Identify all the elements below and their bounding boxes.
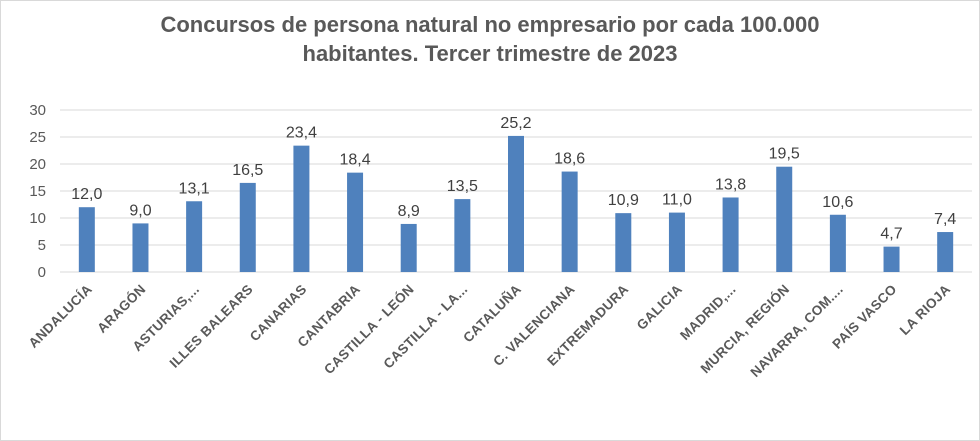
chart-title-line-1: Concursos de persona natural no empresar… <box>160 12 820 37</box>
chart-title-line-2: habitantes. Tercer trimestre de 2023 <box>302 41 678 66</box>
data-label: 9,0 <box>129 202 151 219</box>
data-label: 16,5 <box>232 162 263 179</box>
bar <box>937 232 954 272</box>
data-label: 10,9 <box>608 192 639 209</box>
y-tick-label: 5 <box>38 237 46 254</box>
bar <box>829 214 846 272</box>
data-label: 13,1 <box>179 180 210 197</box>
bar <box>508 135 524 272</box>
bar <box>293 145 310 272</box>
data-label: 23,4 <box>286 125 317 142</box>
data-label: 10,6 <box>822 194 853 211</box>
data-label: 19,5 <box>769 146 800 163</box>
data-label: 12,0 <box>71 186 102 203</box>
y-tick-label: 30 <box>29 102 46 119</box>
category-label: NAVARRA, COM.... <box>748 282 846 380</box>
bar <box>722 197 739 272</box>
y-axis-ticks: 0 5 10 15 20 25 30 <box>29 102 46 281</box>
data-label: 18,4 <box>339 152 370 169</box>
y-tick-label: 25 <box>29 129 46 146</box>
data-label: 4,7 <box>880 226 902 243</box>
bar <box>347 172 364 272</box>
bar <box>776 166 793 272</box>
bar <box>132 223 149 272</box>
category-label: CASTILLA - LEÓN <box>321 282 417 378</box>
data-label: 8,9 <box>398 203 420 220</box>
y-tick-label: 15 <box>29 183 46 200</box>
y-tick-label: 10 <box>29 210 46 227</box>
data-label: 25,2 <box>500 115 531 132</box>
bars <box>78 135 954 272</box>
bar <box>561 171 578 272</box>
data-label: 13,8 <box>715 176 746 193</box>
bar <box>615 213 632 272</box>
category-label: LA RIOJA <box>897 282 954 339</box>
data-label: 7,4 <box>934 211 956 228</box>
bar <box>186 201 203 272</box>
category-label: MURCIA, REGIÓN <box>698 282 793 377</box>
data-label: 18,6 <box>554 151 585 168</box>
bar <box>883 246 900 272</box>
y-tick-label: 20 <box>29 156 46 173</box>
bar <box>400 223 417 272</box>
data-label: 13,5 <box>447 178 478 195</box>
bar <box>454 199 471 272</box>
bar <box>78 207 95 272</box>
data-labels: 12,0 9,0 13,1 16,5 23,4 18,4 8,9 13,5 25,2 18,6 10… <box>71 115 956 243</box>
bar <box>239 182 256 272</box>
category-label: GALICIA <box>634 282 685 333</box>
chart-title: Concursos de persona natural no empresar… <box>0 10 980 68</box>
category-label: ANDALUCÍA <box>26 282 95 351</box>
category-label: ARAGÓN <box>94 282 148 336</box>
bar <box>668 212 685 272</box>
y-tick-label: 0 <box>38 264 46 281</box>
data-label: 11,0 <box>662 192 692 209</box>
